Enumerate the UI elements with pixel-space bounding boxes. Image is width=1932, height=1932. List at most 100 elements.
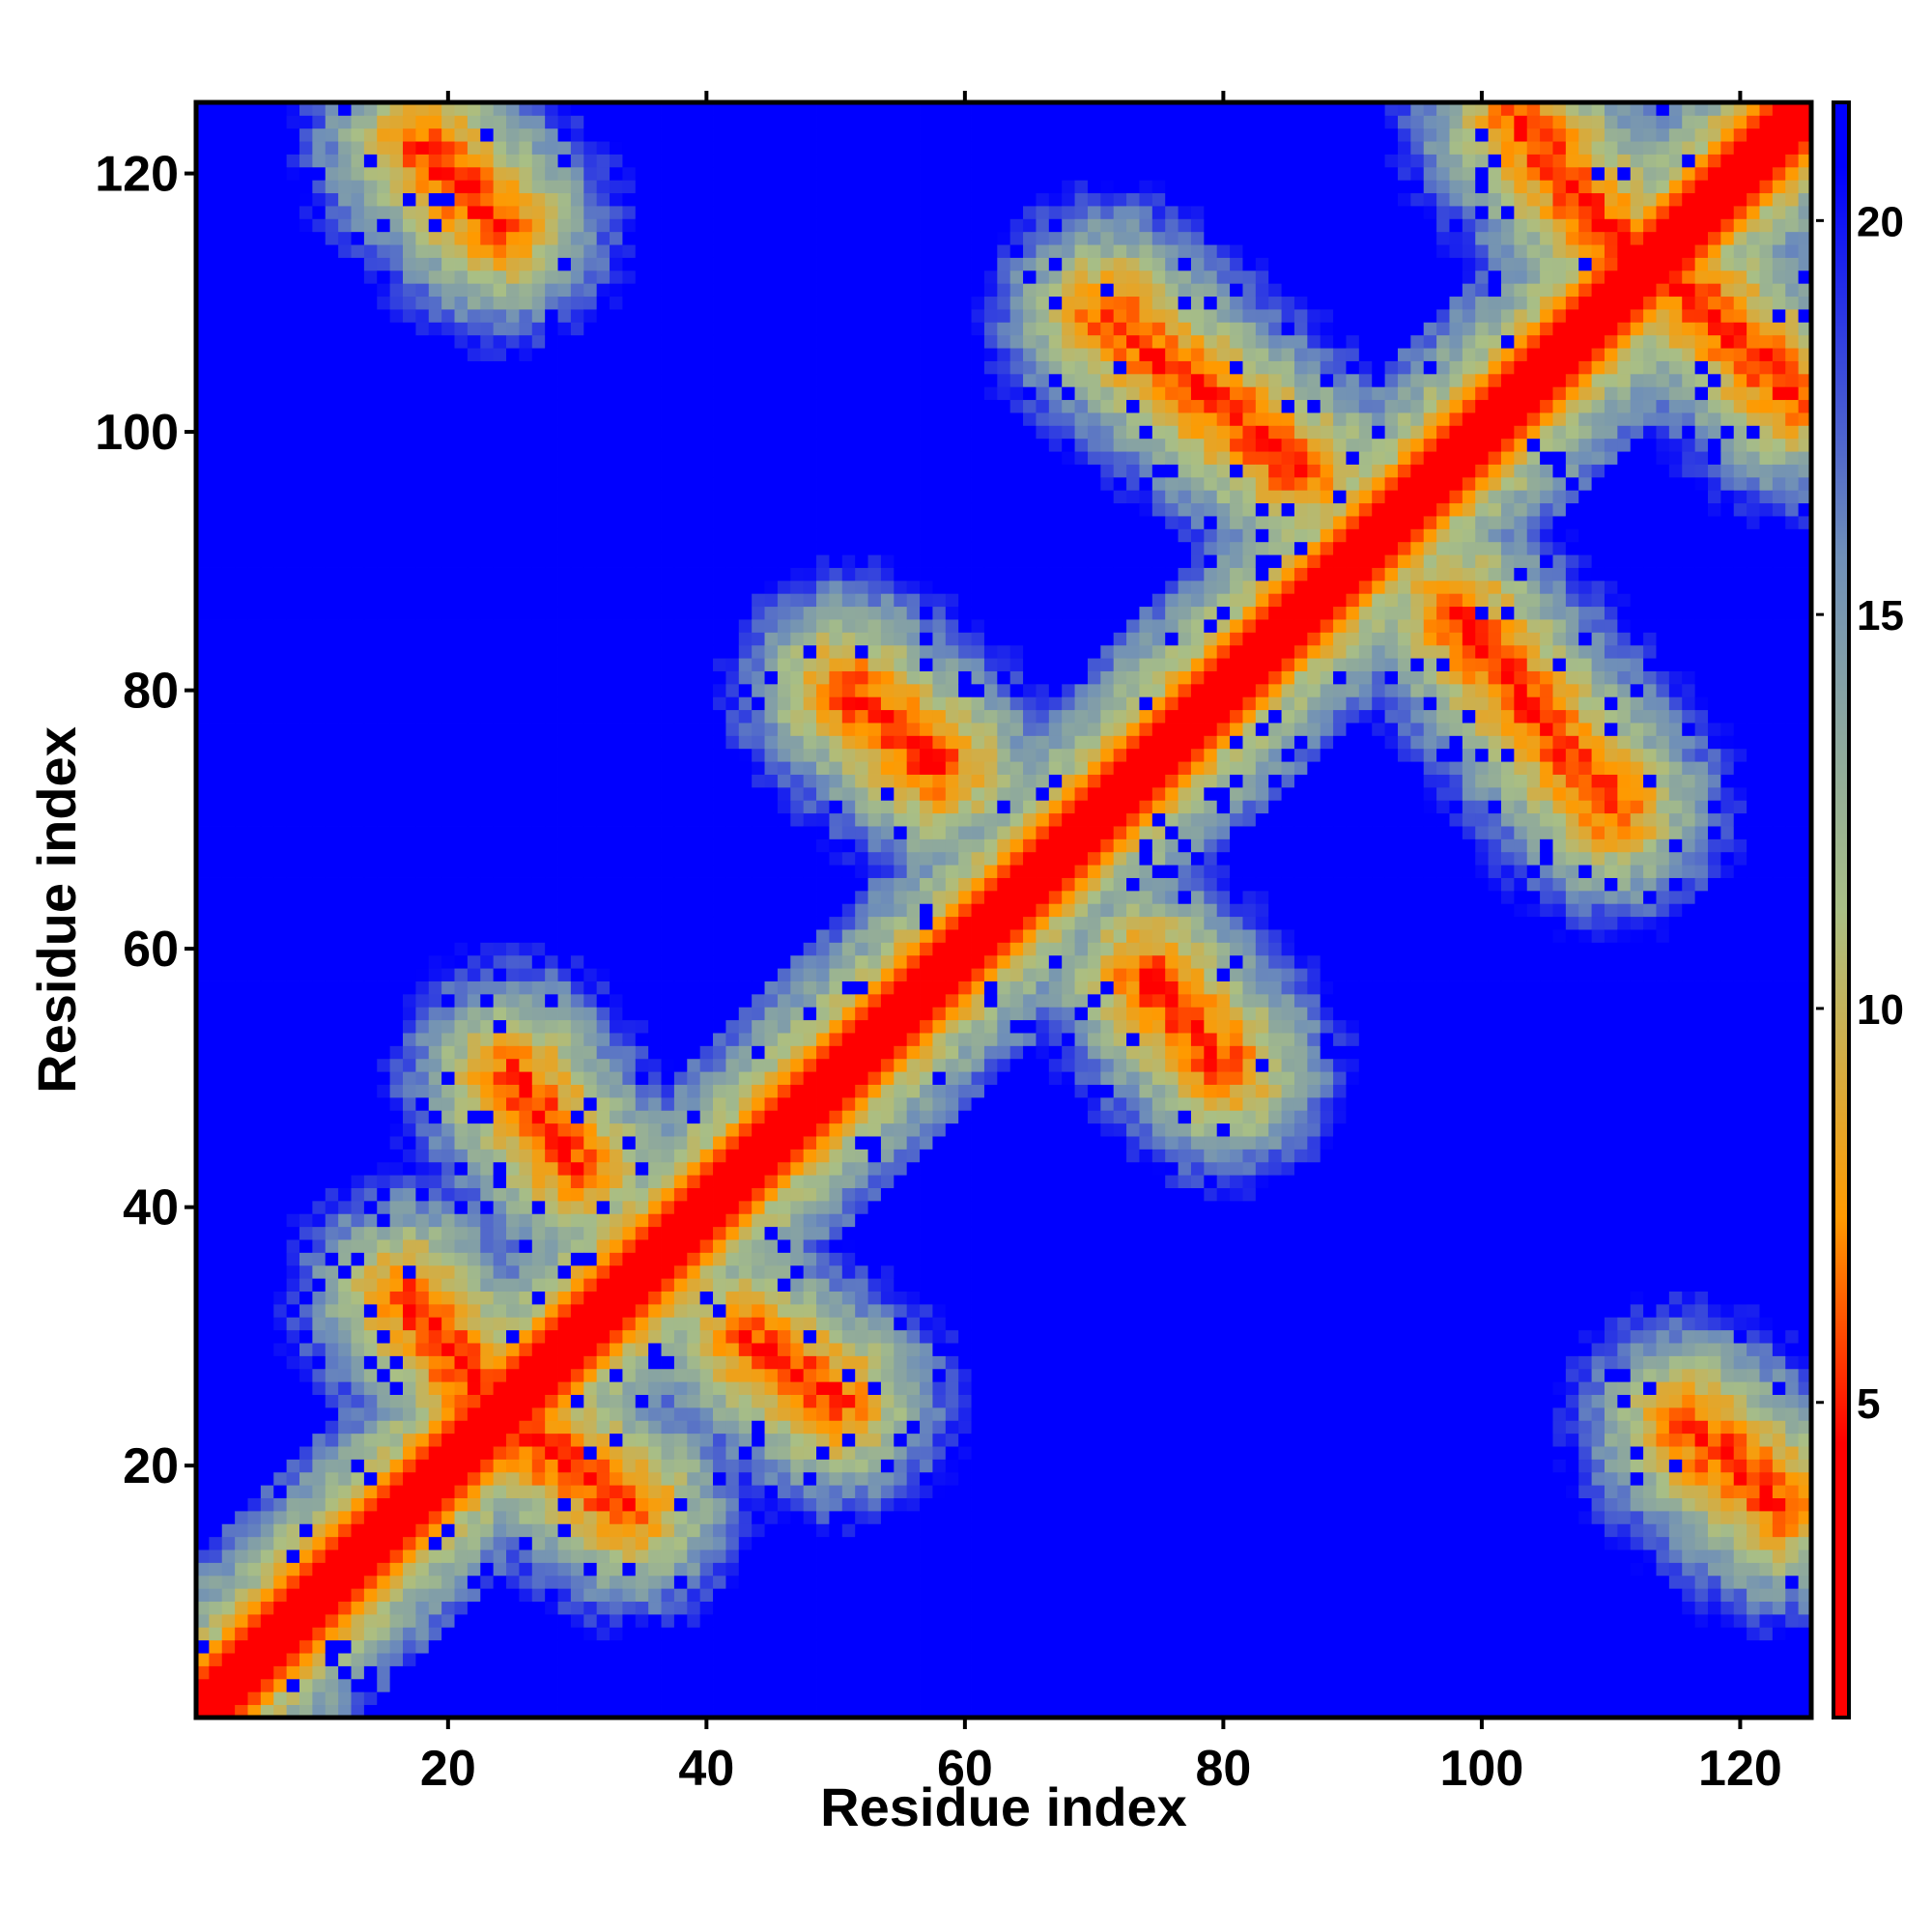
heatmap-cell	[648, 696, 662, 711]
heatmap-cell	[519, 1045, 533, 1060]
heatmap-cell	[493, 942, 507, 956]
heatmap-cell	[338, 1058, 352, 1072]
heatmap-cell	[467, 154, 481, 168]
heatmap-cell	[454, 1678, 469, 1692]
heatmap-cell	[596, 1678, 611, 1692]
heatmap-cell	[338, 244, 352, 258]
heatmap-cell	[403, 412, 416, 426]
heatmap-cell	[235, 1406, 248, 1421]
heatmap-cell	[403, 490, 416, 504]
heatmap-cell	[209, 877, 223, 892]
heatmap-cell	[519, 1252, 533, 1266]
heatmap-cell	[441, 1329, 455, 1344]
heatmap-cell	[570, 1213, 584, 1228]
heatmap-cell	[687, 502, 701, 517]
heatmap-cell	[403, 541, 416, 555]
heatmap-cell	[545, 1278, 558, 1292]
heatmap-cell	[596, 270, 611, 284]
heatmap-cell	[531, 1226, 546, 1240]
heatmap-cell	[286, 916, 300, 930]
heatmap-cell	[299, 593, 313, 608]
heatmap-cell	[299, 786, 313, 801]
heatmap-cell	[480, 903, 495, 918]
heatmap-cell	[545, 399, 558, 413]
heatmap-cell	[467, 1497, 481, 1512]
heatmap-cell	[299, 1575, 313, 1589]
heatmap-cell	[493, 1510, 507, 1524]
heatmap-cell	[545, 709, 558, 724]
heatmap-cell	[454, 890, 469, 904]
heatmap-cell	[699, 1523, 714, 1538]
heatmap-cell	[209, 1381, 223, 1395]
heatmap-cell	[299, 670, 313, 685]
heatmap-cell	[661, 709, 675, 724]
heatmap-cell	[428, 334, 442, 349]
heatmap-cell	[635, 386, 649, 401]
heatmap-cell	[519, 1601, 533, 1615]
heatmap-cell	[583, 141, 598, 155]
heatmap-cell	[403, 696, 416, 711]
heatmap-cell	[260, 748, 274, 762]
heatmap-cell	[648, 1433, 662, 1447]
heatmap-cell	[260, 1045, 274, 1060]
heatmap-cell	[286, 1355, 300, 1370]
heatmap-cell	[351, 102, 365, 116]
heatmap-cell	[338, 903, 352, 918]
heatmap-cell	[312, 348, 327, 361]
heatmap-cell	[338, 1471, 352, 1486]
heatmap-cell	[506, 993, 520, 1008]
heatmap-cell	[661, 877, 675, 892]
heatmap-cell	[661, 1058, 675, 1072]
heatmap-cell	[699, 580, 714, 594]
heatmap-cell	[570, 1613, 584, 1628]
heatmap-cell	[454, 115, 469, 129]
heatmap-cell	[196, 670, 210, 685]
heatmap-cell	[441, 1678, 455, 1692]
heatmap-cell	[363, 1639, 378, 1654]
heatmap-cell	[506, 632, 520, 646]
heatmap-cell	[506, 968, 520, 981]
heatmap-cell	[260, 800, 274, 814]
heatmap-cell	[260, 528, 274, 543]
heatmap-cell	[454, 412, 469, 426]
heatmap-cell	[273, 1613, 288, 1628]
heatmap-cell	[687, 1601, 701, 1615]
heatmap-cell	[493, 993, 507, 1008]
heatmap-cell	[221, 1149, 236, 1163]
heatmap-cell	[441, 1278, 455, 1292]
heatmap-cell	[325, 786, 339, 801]
heatmap-cell	[622, 1033, 637, 1046]
heatmap-cell	[351, 1562, 365, 1577]
heatmap-cell	[363, 373, 378, 387]
heatmap-cell	[221, 1510, 236, 1524]
heatmap-cell	[661, 838, 675, 853]
heatmap-cell	[557, 1523, 572, 1538]
heatmap-cell	[415, 528, 430, 543]
heatmap-cell	[531, 619, 546, 633]
heatmap-cell	[196, 399, 210, 413]
heatmap-cell	[545, 180, 558, 194]
heatmap-cell	[596, 296, 611, 310]
heatmap-cell	[221, 270, 236, 284]
heatmap-cell	[221, 761, 236, 775]
heatmap-cell	[415, 709, 430, 724]
heatmap-cell	[312, 1627, 327, 1641]
heatmap-cell	[557, 257, 572, 271]
heatmap-cell	[209, 373, 223, 387]
heatmap-cell	[325, 502, 339, 517]
heatmap-cell	[493, 322, 507, 336]
heatmap-cell	[583, 334, 598, 349]
heatmap-cell	[441, 619, 455, 633]
heatmap-cell	[209, 1368, 223, 1382]
heatmap-cell	[467, 1510, 481, 1524]
heatmap-cell	[403, 812, 416, 827]
heatmap-cell	[325, 1523, 339, 1538]
heatmap-cell	[299, 1329, 313, 1344]
heatmap-cell	[610, 696, 623, 711]
heatmap-cell	[363, 1110, 378, 1124]
heatmap-cell	[506, 115, 520, 129]
heatmap-cell	[699, 1420, 714, 1435]
heatmap-cell	[661, 1653, 675, 1666]
heatmap-cell	[286, 1536, 300, 1550]
heatmap-cell	[673, 1033, 688, 1046]
